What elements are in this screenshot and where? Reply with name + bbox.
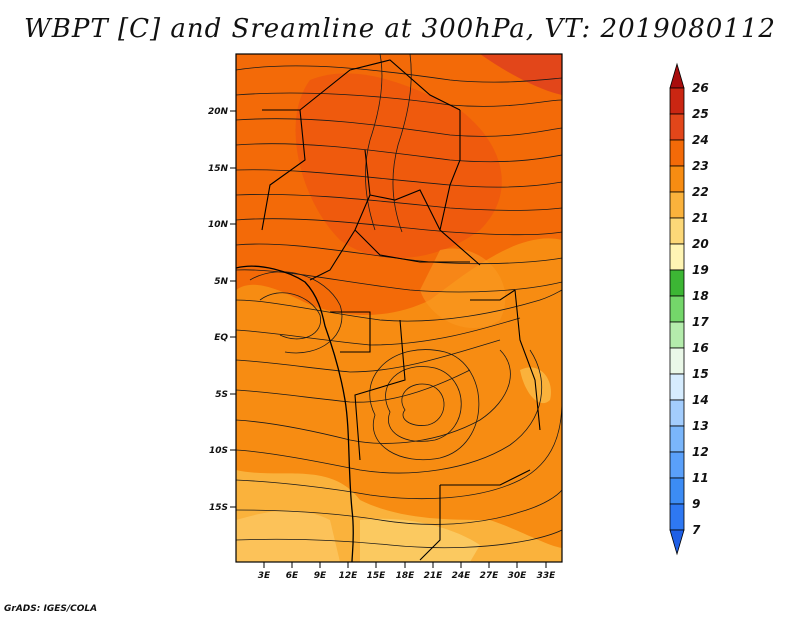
colorbar-label: 22 xyxy=(692,185,709,199)
colorbar-segment xyxy=(669,217,685,245)
colorbar-label: 13 xyxy=(692,419,709,433)
map-frame xyxy=(235,53,563,563)
colorbar-segment xyxy=(669,113,685,141)
colorbar-label: 20 xyxy=(692,237,709,251)
colorbar-segment xyxy=(669,347,685,375)
colorbar-segment xyxy=(669,321,685,349)
wbpt-shading xyxy=(236,54,562,562)
lon-tick-label: 6E xyxy=(286,571,299,581)
colorbar-label: 14 xyxy=(692,393,709,407)
lon-tick-label: 24E xyxy=(452,571,472,581)
colorbar-segment xyxy=(669,373,685,401)
lon-tick-label: 12E xyxy=(339,571,359,581)
colorbar-labels: 26 25 24 23 22 21 20 19 18 17 16 15 14 1… xyxy=(692,81,709,537)
colorbar-segment xyxy=(669,451,685,479)
colorbar-segment xyxy=(669,269,685,297)
lon-tick-label: 3E xyxy=(258,571,271,581)
colorbar-segment xyxy=(669,295,685,323)
colorbar-label: 15 xyxy=(692,367,709,381)
lat-tick-label: 15S xyxy=(209,503,228,513)
lat-tick-label: 10S xyxy=(209,446,228,456)
country-borders xyxy=(261,59,541,561)
map-title: WBPT [C] and Sreamline at 300hPa, VT: 20… xyxy=(24,14,776,44)
colorbar-label: 11 xyxy=(692,471,709,485)
lat-tick-label: 5N xyxy=(214,277,228,287)
colorbar-label: 25 xyxy=(692,107,709,121)
lon-tick-label: 27E xyxy=(480,571,500,581)
colorbar-min-arrow xyxy=(669,529,685,556)
colorbar xyxy=(669,62,685,556)
colorbar-segment xyxy=(669,165,685,193)
lat-tick-labels: 20N 15N 10N 5N EQ 5S 10S 15S xyxy=(208,107,229,513)
colorbar-max-arrow xyxy=(669,62,685,89)
colorbar-label: 7 xyxy=(692,523,701,537)
colorbar-segment xyxy=(669,243,685,271)
colorbar-segment xyxy=(669,503,685,531)
colorbar-segment xyxy=(669,477,685,505)
lon-tick-labels: 3E 6E 9E 12E 15E 18E 21E 24E 27E 30E 33E xyxy=(258,571,556,581)
lat-tick-label: 10N xyxy=(208,220,229,230)
lon-tick-label: 9E xyxy=(314,571,327,581)
colorbar-segment xyxy=(669,425,685,453)
lon-tick-label: 18E xyxy=(396,571,416,581)
axis-ticks xyxy=(230,110,547,568)
coastline xyxy=(236,265,354,562)
colorbar-segment xyxy=(669,139,685,167)
lon-tick-label: 15E xyxy=(367,571,387,581)
colorbar-label: 17 xyxy=(692,315,709,329)
lat-tick-label: EQ xyxy=(214,333,228,343)
lat-tick-label: 15N xyxy=(208,164,229,174)
colorbar-label: 16 xyxy=(692,341,709,355)
colorbar-label: 12 xyxy=(692,445,709,459)
colorbar-label: 21 xyxy=(692,211,709,225)
colorbar-label: 19 xyxy=(692,263,709,277)
grads-credit: GrADS: IGES/COLA xyxy=(4,604,98,614)
lon-tick-label: 33E xyxy=(537,571,557,581)
colorbar-label: 23 xyxy=(692,159,709,173)
colorbar-segment xyxy=(669,87,685,115)
colorbar-segment xyxy=(669,399,685,427)
colorbar-label: 26 xyxy=(692,81,709,95)
streamlines xyxy=(236,54,562,549)
colorbar-segment xyxy=(669,191,685,219)
colorbar-label: 18 xyxy=(692,289,709,303)
lat-tick-label: 20N xyxy=(208,107,229,117)
colorbar-label: 24 xyxy=(692,133,709,147)
lat-tick-label: 5S xyxy=(215,390,228,400)
lon-tick-label: 21E xyxy=(424,571,444,581)
lon-tick-label: 30E xyxy=(508,571,528,581)
colorbar-label: 9 xyxy=(692,497,700,511)
